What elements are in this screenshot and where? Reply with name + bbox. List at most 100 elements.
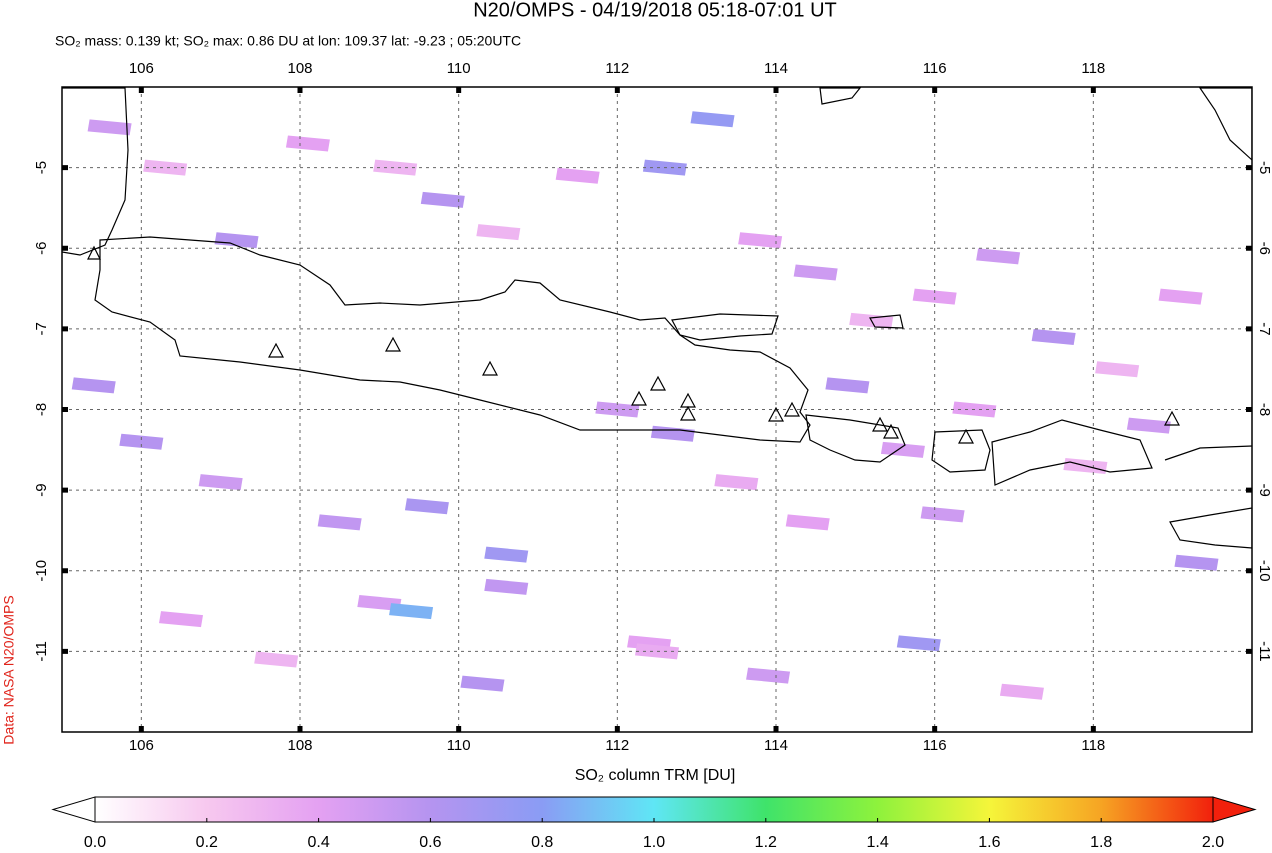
colorbar-tick-label: 0.8 [531,834,553,851]
so2-pixel [785,514,830,531]
y-tick-label: -7 [1256,322,1272,335]
so2-pixel [198,474,243,491]
coastline [931,429,991,473]
x-tick-label: 114 [764,737,788,754]
y-tick-label: -6 [33,242,50,255]
axes: 106 106 108 108 110 110 112 112 114 114 116 116 118 1… [33,60,1272,754]
so2-pixel [389,603,434,620]
coastline [991,419,1153,486]
so2-pixel [119,433,164,450]
colorbar: 0.0 0.2 0.4 0.6 0.8 1.0 1.2 1.4 1.6 1.8 2.0 [51,796,1257,851]
so2-pixel [484,546,529,563]
source-note: Data: NASA N20/OMPS [1,595,17,744]
colorbar-over [1212,796,1257,823]
x-tick-label: 112 [605,737,629,754]
so2-pixel [1095,361,1140,378]
x-tick-label: 118 [1081,60,1105,77]
so2-pixel [317,514,362,531]
y-tick-label: -9 [33,483,50,496]
so2-pixel [920,506,965,523]
colorbar-ramp [94,796,1214,823]
so2-pixel [912,288,957,305]
so2-pixel [738,232,783,249]
so2-pixel [285,135,330,152]
so2-pixel [357,595,402,611]
x-tick-label: 106 [129,60,154,77]
colorbar-tick-label: 0.4 [307,834,329,851]
coastlines [62,87,1252,549]
so2-pixel [373,159,418,176]
coastline [1198,87,1252,161]
x-tick-label: 112 [605,60,629,77]
so2-pixel [1031,328,1076,345]
y-tick-label: -10 [33,560,50,582]
x-tick-label: 118 [1081,737,1105,754]
so2-pixel [999,683,1044,700]
y-tick-label: -9 [1256,483,1272,496]
y-tick-label: -8 [33,403,50,416]
y-tick-label: -5 [33,161,50,174]
y-tick-label: -6 [1256,242,1272,255]
chart-subtitle: SO₂ mass: 0.139 kt; SO₂ max: 0.86 DU at … [55,33,521,49]
so2-pixel [159,611,203,628]
pixel-layer [71,111,1219,700]
y-tick-label: -10 [1256,560,1272,582]
colorbar-tick-label: 1.2 [755,834,777,851]
y-tick-label: -11 [33,641,50,662]
x-tick-label: 106 [129,737,154,754]
y-tick-label: -5 [1256,161,1272,174]
chart-title: N20/OMPS - 04/19/2018 05:18-07:01 UT [473,0,837,21]
colorbar-under [51,796,96,823]
coastline [62,87,129,256]
colorbar-tick-label: 1.4 [866,834,888,851]
coastline [1164,445,1252,461]
so2-pixel [714,474,759,491]
colorbar-tick-label: 1.8 [1090,834,1112,851]
colorbar-label: SO₂ column TRM [DU] [575,767,736,784]
so2-pixel [690,111,735,128]
coastline [819,87,862,105]
colorbar-tick-label: 0.6 [419,834,441,851]
so2-pixel [746,667,791,684]
so2-pixel [87,119,132,136]
colorbar-tick-label: 1.0 [643,834,665,851]
so2-pixel [71,377,116,394]
so2-pixel [793,264,838,281]
so2-pixel [1174,554,1219,571]
so2-pixel [484,578,529,595]
so2-pixel [214,232,259,249]
x-tick-label: 108 [287,737,312,754]
so2-pixel [404,498,449,515]
so2-pixel [880,441,925,458]
x-tick-label: 110 [447,737,471,754]
so2-pixel [555,167,600,184]
coastline [1169,507,1252,549]
x-tick-label: 116 [923,737,947,754]
so2-pixel [420,191,465,208]
x-tick-label: 110 [447,60,471,77]
grid [62,87,1252,732]
x-tick-label: 108 [287,60,312,77]
so2-pixel [1158,288,1203,305]
so2-pixel [650,425,695,442]
so2-pixel [460,675,505,692]
x-tick-label: 116 [923,60,947,77]
so2-pixel [254,651,299,668]
colorbar-tick-label: 0.0 [84,834,106,851]
so2-pixel [825,377,870,394]
so2-pixel [1126,417,1171,434]
colorbar-tick-label: 1.6 [978,834,1000,851]
so2-pixel [976,248,1021,265]
volcano [87,245,1181,444]
coastline [869,314,904,329]
x-tick-label: 114 [764,60,788,77]
colorbar-tick-label: 2.0 [1202,834,1224,851]
so2-pixel [143,159,188,176]
volcanoes [87,245,1181,444]
y-tick-label: -11 [1256,641,1272,662]
so2-pixel [476,224,521,241]
y-tick-label: -8 [1256,403,1272,416]
coastline [94,236,811,443]
coastline [805,414,906,463]
colorbar-tick-label: 0.2 [196,834,218,851]
